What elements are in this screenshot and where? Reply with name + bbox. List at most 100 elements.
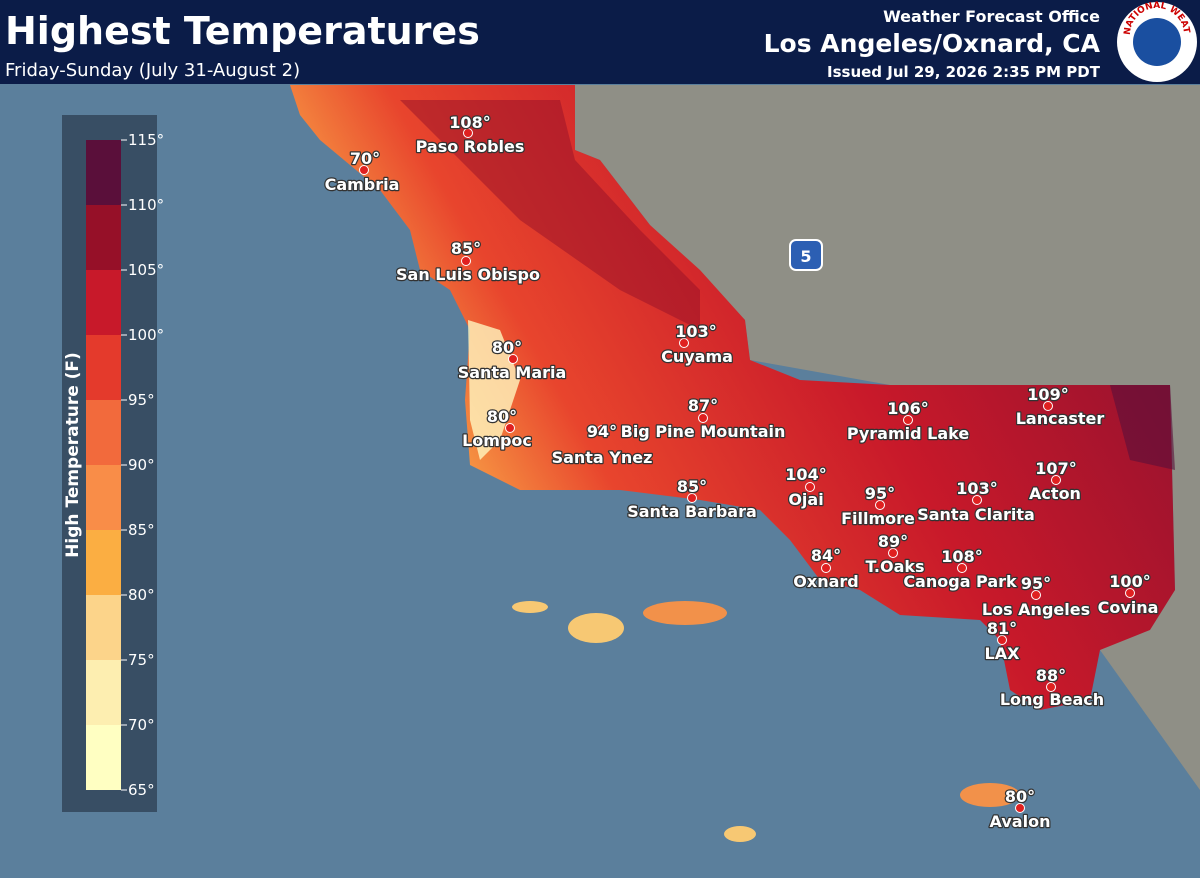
city-dot (1015, 803, 1025, 813)
island (643, 601, 727, 625)
city-name: Santa Maria (458, 363, 567, 382)
city-temp: 109° (1027, 385, 1068, 404)
legend-label: 90° (128, 456, 155, 474)
city-temp: 104° (785, 465, 826, 484)
city-name: Santa Barbara (627, 502, 757, 521)
title: Highest Temperatures (5, 9, 480, 53)
office-label: Weather Forecast Office (883, 7, 1100, 26)
city-name: Lompoc (462, 431, 532, 450)
city-temp: 94° (587, 422, 617, 441)
island (724, 826, 756, 842)
highway-shield (789, 239, 823, 271)
city-name: Los Angeles (982, 600, 1090, 619)
city-dot (972, 495, 982, 505)
city-dot (1031, 590, 1041, 600)
city-dot (888, 548, 898, 558)
island (960, 783, 1020, 807)
city-name: Big Pine Mountain (621, 422, 786, 441)
city-temp: 80° (492, 338, 522, 357)
city-dot (505, 423, 515, 433)
city-dot (698, 413, 708, 423)
hot-zone (1110, 385, 1175, 470)
legend-label: 110° (128, 196, 164, 214)
city-dot (597, 425, 607, 435)
city-name: Long Beach (1000, 690, 1104, 709)
island (512, 601, 548, 613)
legend-swatch (86, 725, 121, 790)
city-dot (1125, 588, 1135, 598)
city-name: Acton (1029, 484, 1081, 503)
legend-label: 75° (128, 651, 155, 669)
inland-land (575, 85, 1200, 790)
legend-label: 70° (128, 716, 155, 734)
highway-number: 5 (800, 247, 811, 266)
issued: Issued Jul 29, 2026 2:35 PM PDT (827, 63, 1101, 81)
coastal-zone (468, 320, 520, 460)
city-dot (875, 500, 885, 510)
legend-swatch (86, 270, 121, 335)
city-name: Covina (1098, 598, 1159, 617)
city-name: T.Oaks (865, 557, 924, 576)
city-name: San Luis Obispo (396, 265, 540, 284)
legend-label: 95° (128, 391, 155, 409)
city-dot (463, 128, 473, 138)
legend-swatch (86, 530, 121, 595)
legend-label: 100° (128, 326, 164, 344)
legend-label: 80° (128, 586, 155, 604)
city-name: LAX (985, 644, 1021, 663)
city-temp: 100° (1109, 572, 1150, 591)
city-temp: 87° (688, 396, 718, 415)
city-temp: 108° (941, 547, 982, 566)
city-dot (805, 482, 815, 492)
subtitle: Friday-Sunday (July 31-August 2) (5, 60, 300, 81)
city-temp: 88° (1036, 666, 1066, 685)
city-temp: 95° (1021, 574, 1051, 593)
legend-label: 65° (128, 781, 155, 799)
city-name: Fillmore (841, 509, 915, 528)
forecast-area (290, 85, 1175, 710)
legend-swatches (86, 140, 121, 790)
city-dot (997, 635, 1007, 645)
city-name: Cambria (325, 175, 400, 194)
legend-title: High Temperature (F) (63, 352, 83, 558)
legend-label: 105° (128, 261, 164, 279)
legend-swatch (86, 335, 121, 400)
legend-swatch (86, 465, 121, 530)
city-dot (679, 338, 689, 348)
city-dot (359, 165, 369, 175)
island (568, 613, 624, 643)
city-name: Santa Ynez (552, 448, 653, 467)
city-name: Canoga Park (903, 572, 1017, 591)
header-bar (0, 0, 1200, 84)
logo-center (1133, 18, 1181, 66)
city-temp: 108° (449, 113, 490, 132)
city-temp: 80° (487, 407, 517, 426)
city-dot (1046, 682, 1056, 692)
city-name: Oxnard (793, 572, 858, 591)
legend-swatch (86, 205, 121, 270)
city-name: Cuyama (661, 347, 733, 366)
city-temp: 81° (987, 619, 1017, 638)
legend-swatch (86, 595, 121, 660)
city-name: Lancaster (1016, 409, 1105, 428)
office: Los Angeles/Oxnard, CA (764, 29, 1101, 58)
city-temp: 95° (865, 484, 895, 503)
legend-label: 85° (128, 521, 155, 539)
city-dot (821, 563, 831, 573)
city-temp: 89° (878, 532, 908, 551)
city-dot (957, 563, 967, 573)
legend-swatch (86, 140, 121, 205)
city-temp: 84° (811, 546, 841, 565)
city-name: Ojai (788, 490, 823, 509)
city-temp: 103° (956, 479, 997, 498)
city-temp: 85° (451, 239, 481, 258)
city-name: Santa Clarita (917, 505, 1035, 524)
legend-label: 115° (128, 131, 164, 149)
legend-swatch (86, 660, 121, 725)
legend-swatch (86, 400, 121, 465)
city-temp: 85° (677, 477, 707, 496)
city-dot (1051, 475, 1061, 485)
city-name: Avalon (990, 812, 1051, 831)
